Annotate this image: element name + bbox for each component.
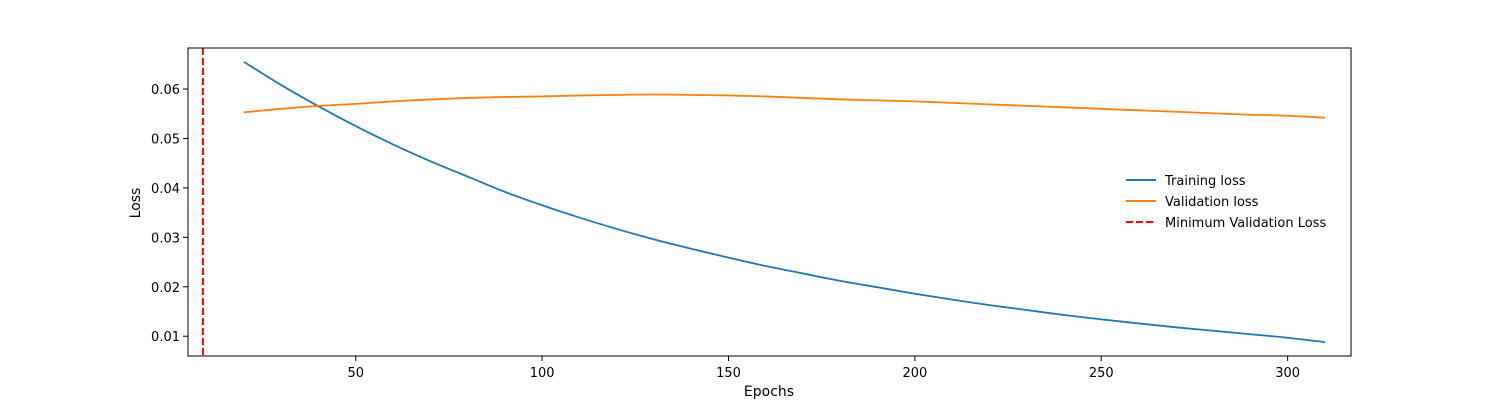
- x-tick-label: 250: [1089, 366, 1114, 381]
- x-axis-label: Epochs: [744, 384, 794, 400]
- training-loss-line: [243, 61, 1326, 344]
- validation-loss-line: [243, 93, 1325, 119]
- y-tick-label: 0.03: [151, 231, 180, 246]
- x-tick-label: 150: [716, 366, 741, 381]
- legend-label: Minimum Validation Loss: [1165, 216, 1326, 231]
- plot-area-frame: [187, 47, 1352, 357]
- y-tick-label: 0.06: [151, 83, 180, 98]
- y-tick-label: 0.02: [151, 281, 180, 296]
- y-axis-label: Loss: [128, 188, 144, 219]
- x-tick-label: 200: [902, 366, 927, 381]
- legend-label: Validation loss: [1165, 195, 1259, 210]
- legend: Training loss Validation loss Minimum Vali…: [1126, 174, 1326, 231]
- y-tick-label: 0.01: [151, 330, 180, 345]
- x-tick-label: 50: [347, 366, 364, 381]
- legend-label: Training loss: [1164, 174, 1246, 189]
- x-tick-label: 100: [530, 366, 555, 381]
- y-tick-label: 0.05: [151, 132, 180, 147]
- x-tick-label: 300: [1275, 366, 1300, 381]
- y-tick-label: 0.04: [151, 182, 180, 197]
